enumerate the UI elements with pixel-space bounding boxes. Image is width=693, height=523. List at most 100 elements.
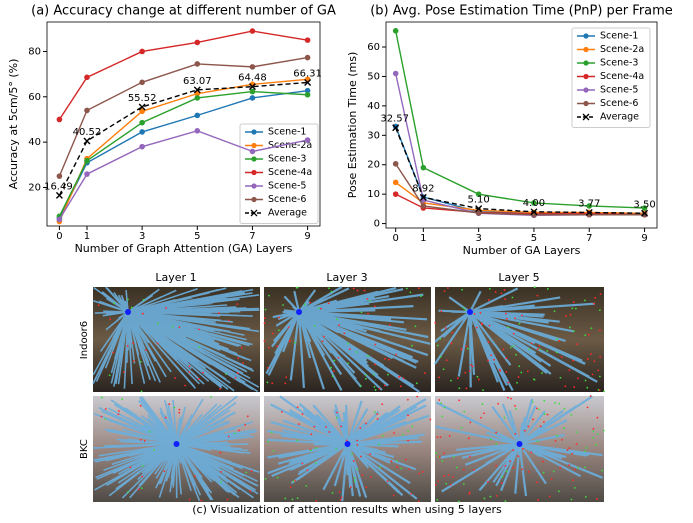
keypoint [315, 447, 318, 450]
keypoint [458, 387, 461, 390]
keypoint [270, 431, 273, 434]
legend-label: Scene-5 [600, 85, 638, 96]
keypoint [536, 348, 539, 351]
keypoint [585, 447, 588, 449]
keypoint [361, 474, 364, 477]
keypoint [227, 319, 230, 322]
keypoint [359, 384, 362, 387]
x-tick-label: 3 [139, 231, 145, 242]
keypoint [219, 481, 222, 483]
keypoint [439, 338, 442, 340]
keypoint [421, 470, 424, 473]
keypoint [227, 435, 230, 438]
chart-title: (a) Accuracy change at different number … [31, 4, 336, 19]
keypoint [462, 307, 465, 309]
keypoint [481, 322, 483, 325]
data-label: 55.52 [128, 93, 157, 104]
keypoint [548, 495, 551, 498]
keypoint [584, 334, 587, 337]
chart: (a) Accuracy change at different number … [7, 4, 336, 256]
keypoint [460, 348, 463, 351]
marker [138, 103, 146, 111]
keypoint [272, 449, 275, 452]
y-tick-label: 0 [374, 219, 380, 230]
keypoint [591, 373, 594, 376]
marker [84, 171, 90, 177]
keypoint [482, 389, 484, 392]
keypoint [452, 456, 455, 458]
keypoint [339, 498, 342, 501]
keypoint [374, 343, 377, 346]
marker [530, 208, 538, 216]
keypoint [139, 360, 142, 363]
keypoint [284, 497, 287, 500]
keypoint [468, 493, 471, 495]
keypoint [376, 413, 379, 415]
keypoint [514, 405, 516, 407]
keypoint [359, 427, 362, 429]
keypoint [132, 342, 134, 345]
keypoint [458, 399, 461, 402]
keypoint [343, 332, 346, 335]
keypoint [599, 293, 602, 296]
keypoint [370, 476, 372, 478]
legend-marker [583, 33, 589, 39]
y-tick-label: 60 [367, 42, 380, 53]
keypoint [488, 287, 491, 290]
legend-label: Scene-5 [268, 181, 306, 192]
data-label: 4.00 [523, 198, 545, 209]
legend-label: Average [268, 208, 307, 219]
keypoint [569, 313, 572, 316]
keypoint [410, 492, 412, 495]
marker [392, 28, 399, 34]
keypoint [439, 436, 442, 439]
keypoint [509, 346, 512, 349]
keypoint [263, 340, 266, 342]
query-point [344, 441, 351, 447]
keypoint [360, 455, 362, 458]
keypoint [500, 482, 503, 485]
keypoint [464, 371, 467, 374]
series-line [394, 30, 645, 209]
keypoint [352, 287, 355, 290]
keypoint [503, 289, 506, 291]
keypoint [301, 413, 304, 416]
keypoint [296, 286, 299, 289]
keypoint [527, 470, 530, 473]
keypoint [194, 475, 196, 478]
marker [139, 79, 145, 86]
keypoint [171, 325, 174, 328]
x-tick-label: 7 [249, 231, 255, 242]
marker [84, 157, 90, 164]
keypoint [584, 466, 586, 469]
attention-lines [434, 287, 598, 392]
keypoint [495, 442, 498, 445]
keypoint [438, 399, 441, 401]
marker [641, 209, 649, 217]
marker [249, 88, 256, 95]
keypoint [157, 322, 159, 325]
keypoint [271, 332, 274, 335]
keypoint [533, 286, 536, 289]
y-tick-label: 50 [367, 71, 380, 82]
keypoint [464, 309, 467, 311]
keypoint [469, 421, 472, 424]
keypoint [555, 338, 558, 341]
data-label: 66.31 [293, 68, 322, 79]
marker [55, 191, 63, 199]
marker [475, 191, 482, 197]
keypoint [345, 439, 348, 442]
keypoint [515, 353, 517, 356]
keypoint [139, 404, 142, 407]
keypoint [533, 378, 536, 381]
keypoint [554, 439, 557, 442]
keypoint [244, 424, 247, 426]
keypoint [445, 482, 448, 485]
keypoint [542, 460, 544, 463]
keypoint [512, 449, 515, 451]
keypoint [331, 375, 334, 378]
keypoint [561, 438, 563, 441]
keypoint [455, 466, 458, 469]
attention-lines [267, 395, 429, 502]
legend-marker [583, 46, 589, 53]
